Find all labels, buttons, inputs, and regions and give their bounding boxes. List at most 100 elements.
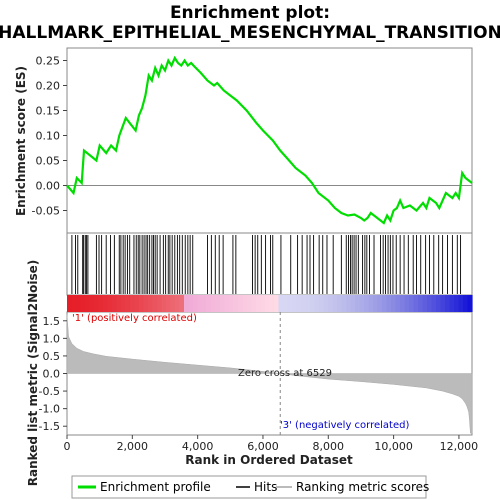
- es-panel: [66, 47, 473, 234]
- colorbar-segment: [458, 295, 464, 312]
- colorbar-segment: [319, 295, 325, 312]
- colorbar-segment: [80, 295, 86, 312]
- es-tick-label: 0.05: [36, 155, 61, 168]
- colorbar-segment: [94, 295, 100, 312]
- metric-tick-label: 1.5: [43, 315, 61, 328]
- colorbar-segment: [422, 295, 428, 312]
- x-tick-label: 8,000: [313, 440, 345, 453]
- colorbar-segment: [436, 295, 442, 312]
- metric-tick-label: 0.0: [43, 368, 61, 381]
- x-tick-label: 0: [64, 440, 71, 453]
- colorbar-segment: [391, 295, 397, 312]
- x-tick-label: 12,000: [440, 440, 479, 453]
- legend-metric-label: Ranking metric scores: [296, 480, 429, 494]
- es-axis-ticks: -0.05 0.00 0.05 0.10 0.15 0.20 0.25: [32, 55, 67, 218]
- es-tick-label: 0.00: [36, 180, 61, 193]
- colorbar-segment: [332, 295, 338, 312]
- colorbar-segment: [197, 295, 203, 312]
- colorbar-segment: [305, 295, 311, 312]
- negative-correlation-label: '3' (negatively correlated): [280, 420, 409, 431]
- colorbar-segment: [152, 295, 158, 312]
- x-tick-label: 2,000: [117, 440, 149, 453]
- colorbar-segment: [368, 295, 374, 312]
- colorbar-segment: [359, 295, 365, 312]
- ranking-metric-area: [66, 314, 473, 434]
- x-axis-ticks: 0 2,000 4,000 6,000 8,000 10,000 12,000: [64, 435, 479, 453]
- x-tick-label: 6,000: [247, 440, 279, 453]
- colorbar-segment: [355, 295, 361, 312]
- colorbar-segment: [296, 295, 302, 312]
- colorbar-segment: [202, 295, 208, 312]
- colorbar-segment: [161, 295, 167, 312]
- colorbar-segment: [463, 295, 469, 312]
- enrichment-profile-series: [66, 55, 473, 225]
- metric-tick-label: -1.5: [39, 420, 60, 433]
- colorbar-segment: [341, 295, 347, 312]
- positive-correlation-label: '1' (positively correlated): [72, 313, 197, 324]
- colorbar-segment: [242, 295, 248, 312]
- colorbar-segment: [134, 295, 140, 312]
- colorbar-segment: [373, 295, 379, 312]
- colorbar-segment: [220, 295, 226, 312]
- es-y-axis-label: Enrichment score (ES): [14, 66, 28, 216]
- colorbar-segment: [287, 295, 293, 312]
- colorbar-segment: [121, 295, 127, 312]
- chart-title-line2: HALLMARK_EPITHELIAL_MESENCHYMAL_TRANSITI…: [0, 23, 500, 43]
- metric-y-axis-label: Ranked list metric (Signal2Noise): [26, 260, 40, 487]
- metric-tick-label: -0.5: [39, 385, 60, 398]
- legend-enrichment-label: Enrichment profile: [100, 480, 211, 494]
- colorbar-segment: [427, 295, 433, 312]
- colorbar-segment: [404, 295, 410, 312]
- colorbar-segment: [314, 295, 320, 312]
- colorbar-segment: [310, 295, 316, 312]
- rank-colorbar: [67, 295, 473, 312]
- colorbar-segment: [188, 295, 194, 312]
- colorbar-segment: [233, 295, 239, 312]
- colorbar-segment: [229, 295, 235, 312]
- colorbar-segment: [157, 295, 163, 312]
- chart-title-line1: Enrichment plot:: [170, 3, 330, 23]
- colorbar-segment: [301, 295, 307, 312]
- colorbar-segment: [143, 295, 149, 312]
- colorbar-segment: [251, 295, 257, 312]
- colorbar-segment: [269, 295, 275, 312]
- colorbar-segment: [247, 295, 253, 312]
- x-axis-label: Rank in Ordered Dataset: [185, 453, 353, 467]
- colorbar-segment: [184, 295, 190, 312]
- zero-cross-label: Zero cross at 6529: [238, 368, 332, 379]
- colorbar-segment: [283, 295, 289, 312]
- colorbar-segment: [328, 295, 334, 312]
- colorbar-segment: [382, 295, 388, 312]
- colorbar-segment: [116, 295, 122, 312]
- hits-series: [71, 235, 462, 294]
- colorbar-segment: [67, 295, 73, 312]
- colorbar-segment: [278, 295, 284, 312]
- colorbar-segment: [238, 295, 244, 312]
- es-tick-label: -0.05: [32, 205, 60, 218]
- colorbar-segment: [148, 295, 154, 312]
- colorbar-segment: [409, 295, 415, 312]
- colorbar-segment: [364, 295, 370, 312]
- colorbar-segment: [71, 295, 77, 312]
- colorbar-segment: [377, 295, 383, 312]
- enrichment-profile-line: [66, 55, 473, 225]
- colorbar-segment: [211, 295, 217, 312]
- colorbar-segment: [395, 295, 401, 312]
- colorbar-segment: [89, 295, 95, 312]
- colorbar-segment: [130, 295, 136, 312]
- colorbar-segment: [193, 295, 199, 312]
- es-tick-label: 0.10: [36, 130, 61, 143]
- colorbar-segment: [107, 295, 113, 312]
- es-tick-label: 0.20: [36, 80, 61, 93]
- colorbar-segment: [454, 295, 460, 312]
- colorbar-segment: [85, 295, 91, 312]
- colorbar-segment: [206, 295, 212, 312]
- colorbar-segment: [274, 295, 280, 312]
- colorbar-segment: [431, 295, 437, 312]
- colorbar-segment: [112, 295, 118, 312]
- colorbar-segment: [449, 295, 455, 312]
- colorbar-segment: [166, 295, 172, 312]
- es-tick-label: 0.15: [36, 105, 61, 118]
- colorbar-segment: [265, 295, 271, 312]
